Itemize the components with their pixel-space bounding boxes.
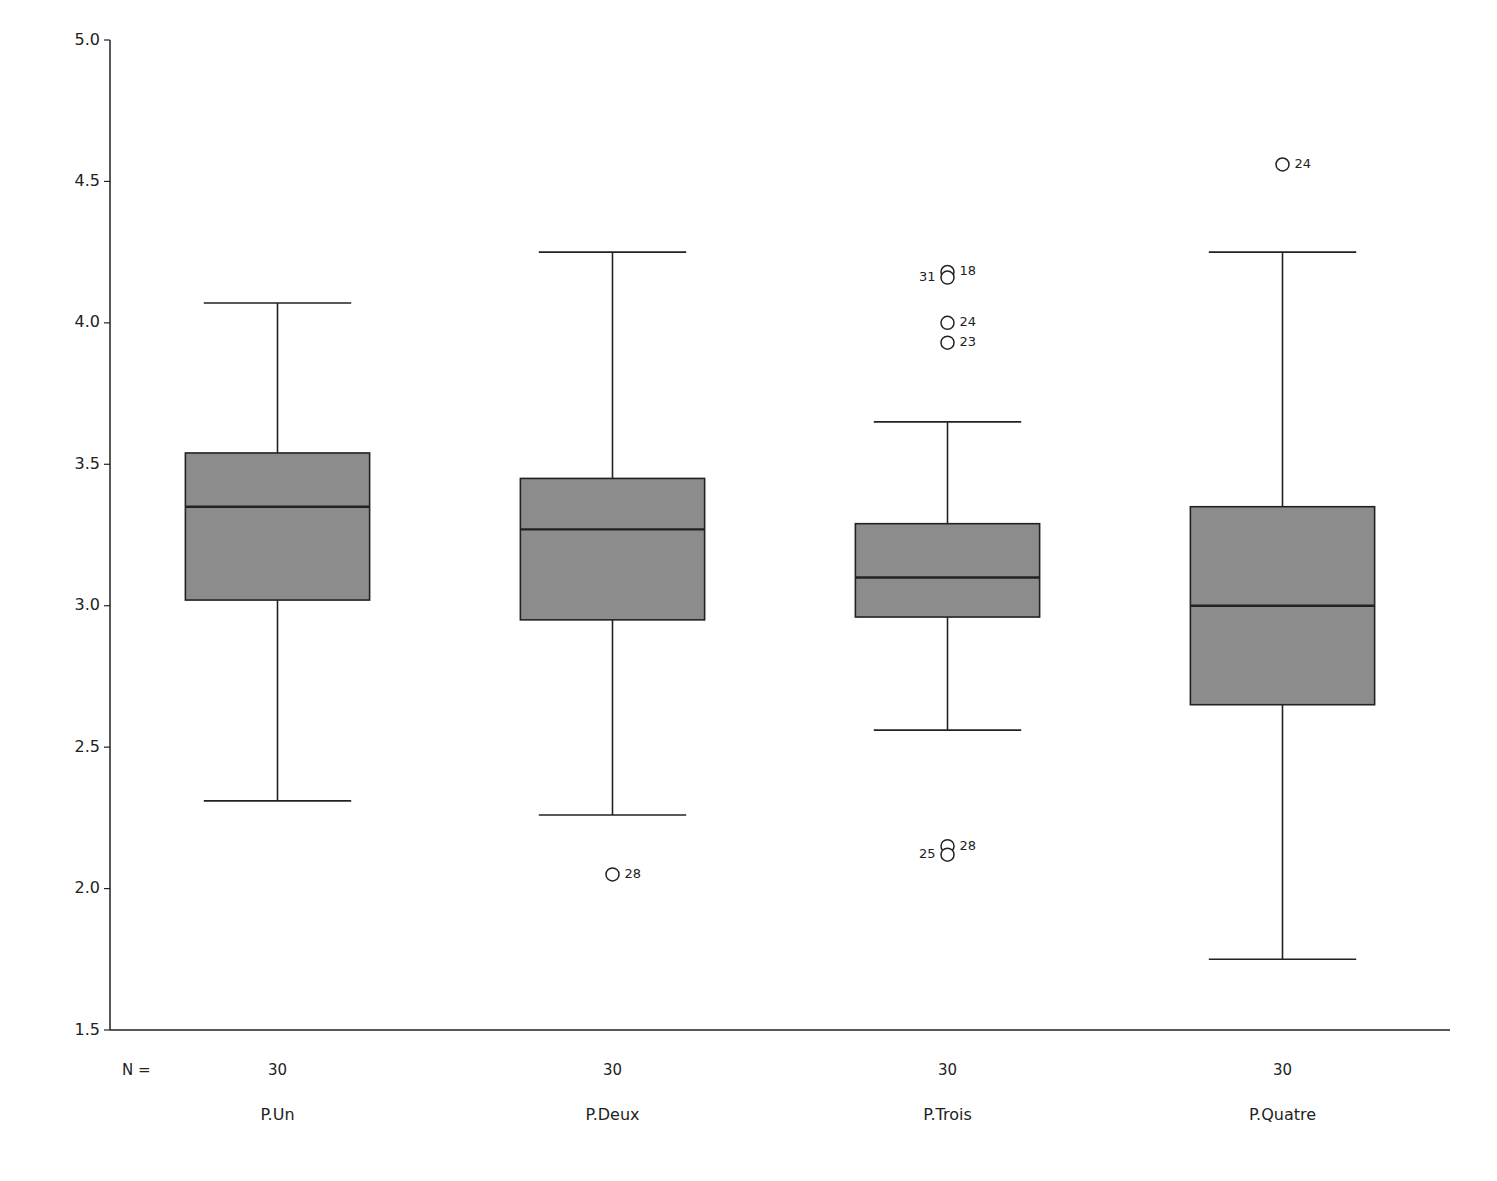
whisker-low <box>277 600 279 801</box>
y-axis: 1.5 2.0 2.5 3.0 3.5 4.0 4.5 5.0 <box>75 30 110 1039</box>
y-tick-label: 2.0 <box>75 878 100 897</box>
y-tick-label: 5.0 <box>75 30 100 49</box>
whisker-cap-low <box>1209 958 1356 960</box>
outlier-label: 28 <box>625 866 642 881</box>
whisker-cap-low <box>539 814 686 816</box>
whisker-cap-high <box>874 421 1021 423</box>
outlier-label: 31 <box>919 269 936 284</box>
y-tick <box>104 181 110 182</box>
whisker-cap-high <box>204 302 351 304</box>
y-tick <box>104 322 110 323</box>
n-value: 30 <box>1273 1061 1292 1079</box>
whisker-high <box>1282 252 1284 507</box>
y-tick <box>104 605 110 606</box>
plot-area <box>185 158 1374 959</box>
median <box>185 506 369 508</box>
box <box>855 524 1039 617</box>
outlier <box>941 271 954 284</box>
y-tick-label: 3.5 <box>75 454 100 473</box>
y-tick-label: 4.5 <box>75 171 100 190</box>
outlier-labels: 28 18 31 24 23 28 25 24 <box>625 156 1312 881</box>
outlier <box>1276 158 1289 171</box>
box-group <box>520 252 704 881</box>
median <box>520 528 704 530</box>
x-axis-line <box>110 1029 1450 1031</box>
whisker-low <box>612 620 614 815</box>
box <box>185 453 369 600</box>
whisker-low <box>1282 705 1284 960</box>
y-tick <box>104 1029 110 1030</box>
outlier-label: 18 <box>960 263 977 278</box>
chart: 1.5 2.0 2.5 3.0 3.5 4.0 4.5 5.0 28 18 31 24 23 28 25 24… <box>0 0 1497 1181</box>
whisker-low <box>947 617 949 730</box>
median <box>855 576 1039 578</box>
y-tick <box>104 747 110 748</box>
outlier-label: 24 <box>1295 156 1312 171</box>
page: {"chart_data": {"type": "box", "categori… <box>0 0 1497 1181</box>
whisker-cap-low <box>204 800 351 802</box>
outlier-label: 23 <box>960 334 977 349</box>
outlier <box>941 336 954 349</box>
n-label: N = <box>122 1061 151 1079</box>
n-value: 30 <box>938 1061 957 1079</box>
y-tick <box>104 39 110 40</box>
category-label: P.Trois <box>923 1105 971 1124</box>
category-label: P.Deux <box>585 1105 639 1124</box>
whisker-high <box>612 252 614 478</box>
outlier-label: 28 <box>960 838 977 853</box>
whisker-cap-low <box>874 729 1021 731</box>
outlier-label: 25 <box>919 846 936 861</box>
y-tick <box>104 464 110 465</box>
y-tick-label: 2.5 <box>75 737 100 756</box>
box-group <box>1190 158 1374 959</box>
n-value: 30 <box>268 1061 287 1079</box>
y-tick <box>104 888 110 889</box>
box-group <box>855 265 1039 861</box>
outlier <box>941 316 954 329</box>
n-value: 30 <box>603 1061 622 1079</box>
y-axis-line <box>109 40 111 1030</box>
whisker-cap-high <box>1209 251 1356 253</box>
whisker-cap-high <box>539 251 686 253</box>
y-tick-label: 4.0 <box>75 312 100 331</box>
y-tick-label: 3.0 <box>75 595 100 614</box>
median <box>1190 605 1374 607</box>
outlier <box>941 848 954 861</box>
box <box>1190 507 1374 705</box>
outlier <box>606 868 619 881</box>
whisker-high <box>277 303 279 453</box>
box-group <box>185 303 369 801</box>
category-label: P.Un <box>260 1105 294 1124</box>
box <box>520 478 704 619</box>
outlier-label: 24 <box>960 314 977 329</box>
y-tick-label: 1.5 <box>75 1020 100 1039</box>
whisker-high <box>947 422 949 524</box>
category-label: P.Quatre <box>1249 1105 1316 1124</box>
